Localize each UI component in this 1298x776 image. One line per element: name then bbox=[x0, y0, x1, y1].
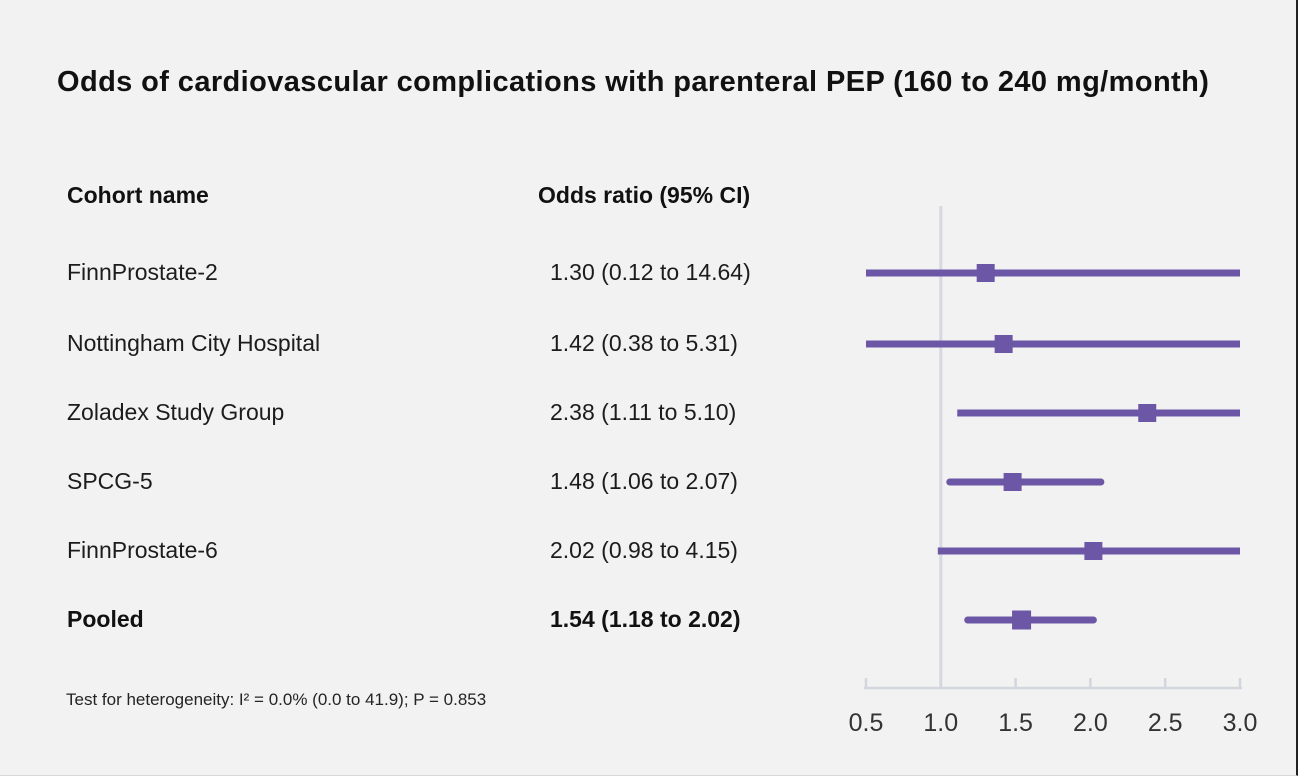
or-marker bbox=[1003, 473, 1022, 491]
cohort-name: FinnProstate-6 bbox=[67, 537, 218, 563]
or-marker bbox=[1084, 542, 1103, 560]
odds-ratio-value: 1.48 (1.06 to 2.07) bbox=[550, 468, 738, 494]
pooled-or-marker bbox=[1012, 610, 1032, 630]
cohort-name: Pooled bbox=[67, 606, 144, 632]
cohort-name: Nottingham City Hospital bbox=[67, 330, 321, 356]
or-marker bbox=[1138, 404, 1157, 422]
x-axis-tick-label: 1.5 bbox=[998, 709, 1033, 737]
or-marker bbox=[994, 335, 1013, 353]
cohort-name: Zoladex Study Group bbox=[67, 399, 285, 425]
odds-ratio-value: 1.30 (0.12 to 14.64) bbox=[550, 259, 751, 285]
odds-ratio-value: 1.42 (0.38 to 5.31) bbox=[550, 330, 738, 356]
x-axis-tick-label: 0.5 bbox=[849, 709, 884, 737]
odds-ratio-value: 1.54 (1.18 to 2.02) bbox=[550, 606, 741, 632]
chart-title: Odds of cardiovascular complications wit… bbox=[57, 66, 1210, 98]
or-marker bbox=[976, 264, 995, 282]
column-header-cohort: Cohort name bbox=[67, 182, 209, 208]
cohort-name: FinnProstate-2 bbox=[67, 259, 218, 285]
column-header-odds-ratio: Odds ratio (95% CI) bbox=[538, 182, 751, 208]
heterogeneity-footnote: Test for heterogeneity: I² = 0.0% (0.0 t… bbox=[66, 690, 487, 709]
odds-ratio-value: 2.38 (1.11 to 5.10) bbox=[550, 399, 737, 425]
cohort-name: SPCG-5 bbox=[67, 468, 153, 494]
odds-ratio-value: 2.02 (0.98 to 4.15) bbox=[550, 537, 738, 563]
x-axis-tick-label: 2.5 bbox=[1148, 709, 1183, 737]
x-axis-tick-label: 1.0 bbox=[923, 709, 958, 737]
x-axis-tick-label: 2.0 bbox=[1073, 709, 1108, 737]
x-axis-tick-label: 3.0 bbox=[1223, 709, 1258, 737]
